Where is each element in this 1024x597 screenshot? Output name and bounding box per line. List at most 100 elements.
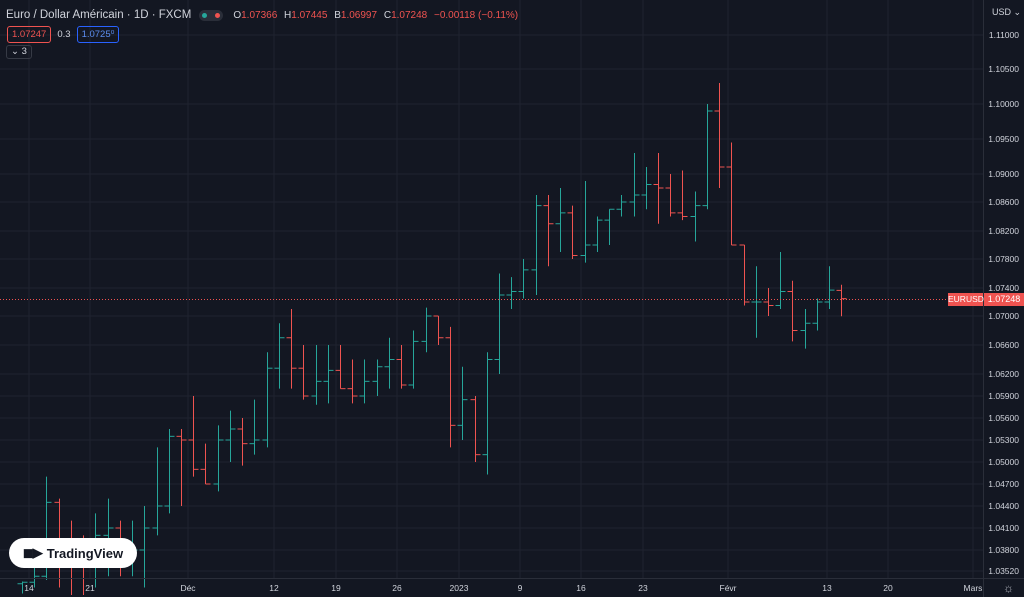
ohlc-bar (311, 345, 322, 405)
ohlc-bar (677, 170, 688, 221)
ohlc-bar (225, 410, 236, 462)
high-value: 1.07445 (291, 9, 328, 21)
x-tick-label: 16 (576, 583, 586, 593)
x-tick-label: 14 (24, 583, 34, 593)
y-tick-label: 1.05900 (988, 391, 1019, 401)
ohlc-bar (653, 153, 664, 224)
ohlc-bar (763, 288, 774, 316)
ohlc-bar (237, 418, 248, 466)
ohlc-bar (249, 399, 260, 455)
x-tick-label: 26 (392, 583, 402, 593)
ohlc-bar (200, 443, 211, 485)
indicators-toggle[interactable]: ⌄ 3 (6, 45, 32, 59)
ohlc-bar (176, 429, 187, 506)
settings-icon[interactable]: ☼ (1003, 581, 1014, 595)
close-value: 1.07248 (391, 9, 428, 21)
x-tick-label: 20 (883, 583, 893, 593)
market-status-icon[interactable] (199, 9, 224, 21)
ohlc-bar (714, 83, 725, 188)
y-tick-label: 1.03520 (988, 566, 1019, 576)
y-tick-label: 1.04400 (988, 501, 1019, 511)
ohlc-bar (286, 309, 297, 389)
ohlc-bar (482, 352, 493, 475)
y-tick-label: 1.09000 (988, 169, 1019, 179)
ohlc-bar (29, 565, 40, 588)
ohlc-bar (347, 359, 358, 404)
ohlc-bar (457, 366, 468, 440)
x-tick-label: 2023 (450, 583, 469, 593)
ohlc-bar (17, 581, 28, 594)
symbol-title[interactable]: Euro / Dollar Américain · 1D · FXCM (6, 9, 192, 21)
indicators-count: 3 (21, 46, 27, 57)
ohlc-bar (408, 330, 419, 389)
y-tick-label: 1.07800 (988, 254, 1019, 264)
ohlc-bar (641, 167, 652, 210)
ohlc-bar (396, 345, 407, 389)
ohlc-bar (555, 188, 566, 252)
y-tick-label: 1.05600 (988, 413, 1019, 423)
ohlc-bar (359, 359, 370, 404)
ohlc-bar (531, 195, 542, 295)
ohlc-bar (604, 208, 615, 245)
x-tick-label: Févr (720, 583, 737, 593)
ohlc-bar (787, 280, 798, 342)
tradingview-logo[interactable]: ◼▶ TradingView (9, 538, 137, 568)
x-tick-label: 9 (518, 583, 523, 593)
chevron-down-icon: ⌄ (1011, 7, 1022, 17)
ohlc-bar (800, 309, 811, 349)
ohlc-bar (567, 205, 578, 259)
ohlc-bar (470, 396, 481, 462)
ohlc-bar (274, 323, 285, 389)
y-tick-label: 1.04700 (988, 479, 1019, 489)
x-tick-label: 13 (822, 583, 832, 593)
ohlc-bar (751, 266, 762, 338)
ohlc-bar (213, 425, 224, 492)
symbol-tag: EURUSD (948, 293, 984, 306)
grid (0, 0, 983, 578)
ohlc-bar (836, 284, 847, 317)
ohlc-bar (494, 273, 505, 374)
tv-logo-icon: ◼▶ (22, 545, 43, 560)
sell-button[interactable]: 1.07247 (7, 26, 52, 43)
ohlc-bar (580, 181, 591, 263)
y-tick-label: 1.11000 (989, 30, 1019, 40)
open-value: 1.07366 (241, 9, 278, 21)
ohlc-bar (372, 359, 383, 396)
change-value: −0.00118 (−0.11%) (434, 9, 519, 21)
ohlc-bar (139, 506, 150, 588)
axis-currency-button[interactable]: USD ⌄ (992, 7, 1022, 17)
logo-text: TradingView (46, 545, 124, 561)
last-price-tag: 1.07248 (984, 293, 1024, 306)
buy-button[interactable]: 1.0725⁰ (76, 26, 120, 43)
ohlc-bar (262, 352, 273, 448)
ohlc-bar (812, 298, 823, 331)
ohlc-bar (433, 315, 444, 345)
x-tick-label: 19 (331, 583, 341, 593)
ohlc-bar (629, 153, 640, 217)
ohlc-bar (323, 345, 334, 404)
ohlc-bar (739, 244, 750, 306)
low-value: 1.06997 (340, 9, 378, 21)
ohlc-bar (665, 174, 676, 217)
x-tick-label: 12 (269, 583, 279, 593)
y-tick-label: 1.09500 (988, 134, 1019, 144)
chevron-down-icon: ⌄ (11, 46, 19, 57)
ohlc-bar (164, 429, 175, 514)
ohlc-bar (335, 345, 346, 390)
ohlc-values: O1.07366 H1.07445 B1.06997 C1.07248 −0.0… (233, 9, 519, 21)
quote-row: 1.07247 0.3 1.0725⁰ (7, 26, 120, 43)
ohlc-bar (152, 447, 163, 536)
y-tick-label: 1.05000 (988, 457, 1019, 467)
ohlc-bar (690, 191, 701, 242)
ohlc-bar (421, 307, 432, 353)
ohlc-bar (298, 345, 309, 400)
ohlc-bar (543, 195, 554, 267)
y-tick-label: 1.07000 (988, 311, 1019, 321)
x-tick-label: Mars (964, 583, 983, 593)
ohlc-bar (702, 104, 713, 210)
y-tick-label: 1.10500 (988, 64, 1019, 74)
y-tick-label: 1.08600 (988, 197, 1019, 207)
ohlc-bar (824, 266, 835, 309)
